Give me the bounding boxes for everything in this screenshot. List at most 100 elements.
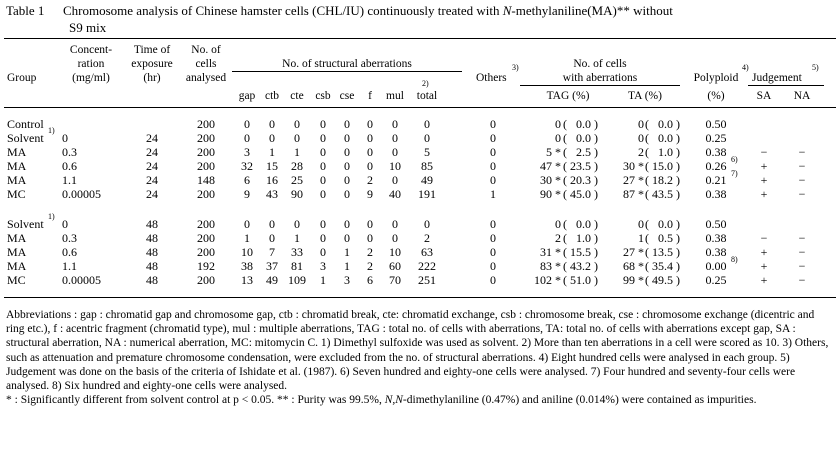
cell-tag_n: 90 * <box>540 187 561 201</box>
cell-others: 0 <box>490 231 496 245</box>
cells-underline <box>520 85 680 86</box>
cell-group: Solvent <box>7 131 44 145</box>
header-time2: exposure <box>131 58 173 70</box>
cell-mul: 0 <box>392 231 398 245</box>
cell-f: 0 <box>367 145 373 159</box>
header-poly2: (%) <box>707 90 725 102</box>
cell-f: 0 <box>367 217 373 231</box>
cell-poly: 0.38 <box>705 145 727 159</box>
cell-csb: 0 <box>320 159 326 173</box>
header-judge-sup: 5) <box>812 63 819 72</box>
cell-cells: 192 <box>197 259 215 273</box>
cell-conc: 0.6 <box>62 245 77 259</box>
cell-na: − <box>798 273 806 287</box>
cell-csb: 0 <box>320 245 326 259</box>
cell-gap: 10 <box>241 245 253 259</box>
cell-others: 0 <box>490 117 496 131</box>
cell-tag_p: ( 0.0 ) <box>563 131 598 145</box>
cell-ctb: 49 <box>266 273 278 287</box>
cell-ta_p: ( 43.5 ) <box>645 187 680 201</box>
header-group: Group <box>7 72 37 84</box>
caption-text-a: Chromosome analysis of Chinese hamster c… <box>63 3 503 18</box>
cell-tag_n: 0 <box>555 217 561 231</box>
cell-ctb: 1 <box>269 145 275 159</box>
cell-conc: 0.3 <box>62 145 77 159</box>
cell-cte: 28 <box>291 159 303 173</box>
cell-ctb: 37 <box>266 259 278 273</box>
cell-poly: 0.21 <box>705 173 727 187</box>
cell-cte: 25 <box>291 173 303 187</box>
cell-time: 24 <box>146 131 158 145</box>
cell-tag_p: ( 15.5 ) <box>563 245 598 259</box>
cell-sa: − <box>760 231 768 245</box>
cell-poly: 0.25 <box>705 131 727 145</box>
cell-group: MC <box>7 273 26 287</box>
cell-time: 48 <box>146 217 158 231</box>
cell-group: MA <box>7 145 27 159</box>
cell-group: MA <box>7 259 27 273</box>
cell-cte: 1 <box>294 145 300 159</box>
cell-ta_p: ( 0.0 ) <box>645 217 680 231</box>
cell-ctb: 0 <box>269 217 275 231</box>
cell-total: 191 <box>418 187 436 201</box>
cell-tag_n: 83 * <box>540 259 561 273</box>
header-others-sup: 3) <box>512 63 519 72</box>
cell-csb: 3 <box>320 259 326 273</box>
judge-underline <box>748 85 824 86</box>
cell-others: 0 <box>490 217 496 231</box>
cell-time: 48 <box>146 273 158 287</box>
poly-footnote-sup: 7) <box>731 169 738 178</box>
group-footnote-sup: 1) <box>48 126 55 135</box>
cell-ta_n: 27 * <box>623 173 644 187</box>
cell-csb: 0 <box>320 187 326 201</box>
cell-poly: 0.50 <box>705 117 727 131</box>
cell-conc: 1.1 <box>62 173 77 187</box>
header-ta: TA (%) <box>628 90 662 102</box>
header-time3: (hr) <box>143 72 161 84</box>
cell-cse: 0 <box>344 159 350 173</box>
header-sa: SA <box>756 90 772 102</box>
header-rule <box>4 107 836 108</box>
cell-mul: 10 <box>389 159 401 173</box>
cell-ta_p: ( 0.0 ) <box>645 131 680 145</box>
cell-cells: 200 <box>197 187 215 201</box>
header-tag: TAG (%) <box>546 90 590 102</box>
cell-time: 24 <box>146 145 158 159</box>
cell-time: 48 <box>146 259 158 273</box>
poly-footnote-sup: 6) <box>731 155 738 164</box>
cell-csb: 0 <box>320 173 326 187</box>
cell-cte: 0 <box>294 117 300 131</box>
cell-others: 0 <box>490 131 496 145</box>
poly-footnote-sup: 8) <box>731 255 738 264</box>
cell-tag_n: 30 * <box>540 173 561 187</box>
cell-tag_n: 0 <box>555 131 561 145</box>
header-cells2: cells <box>195 58 217 70</box>
cell-group: MC <box>7 187 26 201</box>
cell-others: 0 <box>490 173 496 187</box>
header-poly-sup: 4) <box>742 63 749 72</box>
header-na: NA <box>793 90 811 102</box>
cell-tag_p: ( 51.0 ) <box>563 273 598 287</box>
cell-na: − <box>798 159 806 173</box>
cell-cte: 0 <box>294 217 300 231</box>
cell-cse: 0 <box>344 187 350 201</box>
top-rule <box>4 38 836 39</box>
cell-ctb: 16 <box>266 173 278 187</box>
significance-text-b: -dimethylaniline (0.47%) and aniline (0.… <box>402 394 757 407</box>
cell-cse: 0 <box>344 131 350 145</box>
cell-mul: 10 <box>389 245 401 259</box>
cell-ctb: 43 <box>266 187 278 201</box>
header-ctb: ctb <box>264 90 280 102</box>
cell-gap: 0 <box>244 131 250 145</box>
header-others: Others <box>476 72 507 84</box>
cell-ta_p: ( 0.5 ) <box>645 231 680 245</box>
cell-total: 5 <box>424 145 430 159</box>
cell-conc: 1.1 <box>62 259 77 273</box>
header-cells1: No. of <box>191 44 221 56</box>
cell-tag_p: ( 0.0 ) <box>563 217 598 231</box>
cell-ctb: 0 <box>269 231 275 245</box>
cell-cte: 81 <box>291 259 303 273</box>
cell-csb: 0 <box>320 117 326 131</box>
cell-gap: 0 <box>244 217 250 231</box>
cell-tag_p: ( 0.0 ) <box>563 117 598 131</box>
